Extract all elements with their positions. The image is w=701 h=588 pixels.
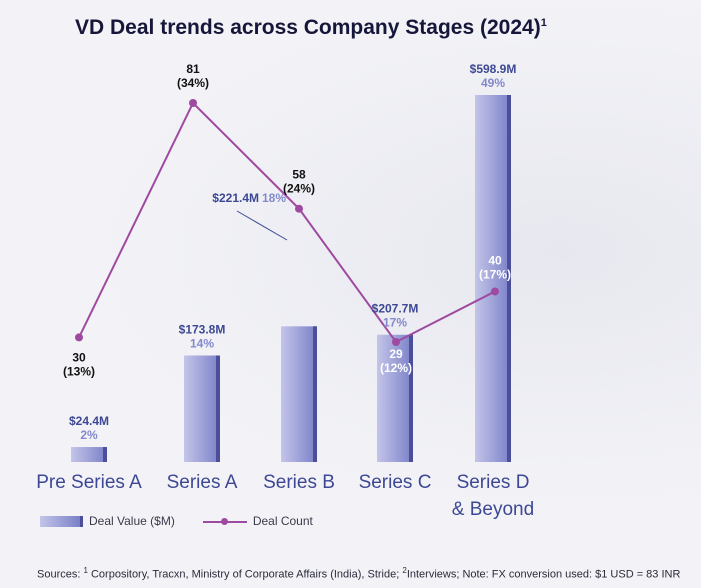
legend-bar-swatch	[40, 515, 83, 527]
line-pct-label: (17%)	[479, 267, 511, 281]
deal-count-line	[78, 101, 496, 344]
line-pct-label: (34%)	[177, 76, 209, 90]
line-pct-label: (12%)	[380, 361, 412, 375]
bar	[71, 447, 107, 462]
bar-edge	[313, 326, 317, 462]
line-count-label: 29	[389, 347, 403, 361]
bar-edge	[409, 334, 413, 462]
line-point	[295, 204, 303, 213]
legend: Deal Value ($M) Deal Count	[40, 512, 313, 530]
line-point	[491, 287, 499, 296]
bar-value-label: $24.4M	[69, 414, 109, 428]
bar-pct-label: 2%	[80, 428, 98, 442]
legend-line-label: Deal Count	[252, 514, 313, 528]
bar	[377, 334, 413, 462]
footer-sources: Sources: 1 Corpository, Tracxn, Ministry…	[37, 566, 681, 581]
bar-pct-label: 49%	[481, 76, 505, 90]
legend-line-swatch	[202, 516, 247, 527]
category-label: & Beyond	[452, 499, 534, 520]
category-label: Series A	[167, 472, 238, 493]
bar-edge	[103, 447, 107, 462]
line-point	[189, 99, 197, 107]
bar	[184, 355, 220, 462]
line-pct-label: (24%)	[283, 182, 315, 196]
legend-bar-label: Deal Value ($M)	[89, 514, 175, 528]
line-count-label: 40	[488, 253, 502, 267]
bar-callout-line	[236, 210, 288, 241]
bar	[281, 326, 317, 462]
line-count-label: 58	[292, 168, 306, 182]
line-pct-label: (13%)	[63, 364, 95, 378]
line-count-label: 30	[72, 350, 86, 364]
chart-title: VD Deal trends across Company Stages (20…	[75, 16, 547, 39]
line-point	[75, 333, 83, 342]
bar-pct-label: 18%	[262, 191, 286, 205]
bar-value-label: $598.9M	[470, 62, 517, 76]
category-label: Series B	[263, 472, 335, 493]
bar-value-label: $207.7M	[372, 302, 419, 316]
line-point	[392, 338, 400, 346]
bar-edge	[507, 95, 511, 462]
bar-pct-label: 14%	[190, 336, 214, 350]
bar-value-label: $173.8M	[179, 322, 226, 336]
bar-value-label: $221.4M	[212, 191, 259, 205]
bar-pct-label: 17%	[383, 316, 407, 330]
bar-edge	[216, 355, 220, 462]
bar	[475, 95, 511, 462]
category-label: Pre Series A	[36, 472, 142, 493]
category-label: Series D	[457, 472, 530, 493]
line-count-label: 81	[186, 62, 200, 76]
category-label: Series C	[359, 472, 432, 493]
